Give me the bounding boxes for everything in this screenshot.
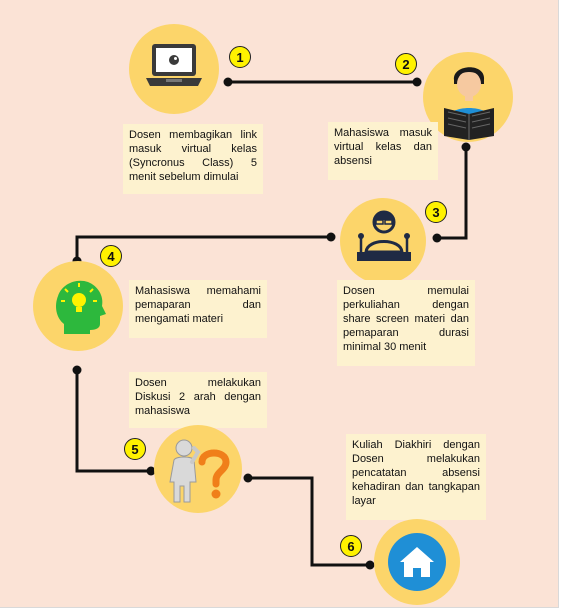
connector-dot (461, 142, 471, 152)
connector-dot (223, 77, 233, 87)
connector-2-3 (437, 147, 468, 240)
step-2-text: Mahasiswa masuk virtual kelas dan absens… (328, 122, 438, 180)
presenter-icon (357, 210, 411, 261)
connector-dot (146, 466, 156, 476)
step-6-text: Kuliah Diakhiri dengan Dosen melakukan p… (346, 434, 486, 520)
connector-dot (326, 232, 336, 242)
laptop-icon (146, 44, 202, 86)
connector-4-5 (75, 370, 151, 473)
step-2-badge: 2 (395, 53, 417, 75)
step-5-text: Dosen melakukan Diskusi 2 arah dengan ma… (129, 372, 267, 428)
page-margin (559, 0, 567, 611)
step-3-badge: 3 (425, 201, 447, 223)
step-5-badge: 5 (124, 438, 146, 460)
connector-5-6 (248, 476, 370, 567)
step-5-circle (154, 425, 242, 513)
home-icon (388, 533, 446, 591)
connector-dot (243, 473, 253, 483)
flow-connectors (72, 77, 471, 570)
step-1-badge: 1 (229, 46, 251, 68)
student-reading-icon (444, 67, 494, 140)
connector-dot (365, 560, 375, 570)
connector-dot (432, 233, 442, 243)
step-4-text: Mahasiswa memahami pemaparan dan mengama… (129, 280, 267, 338)
step-6-badge: 6 (340, 535, 362, 557)
step-3-text: Dosen memulai perkuliahan dengan share s… (337, 280, 475, 366)
step-1-text: Dosen membagikan link masuk virtual kela… (123, 124, 263, 194)
step-4-badge: 4 (100, 245, 122, 267)
connector-3-4 (75, 235, 331, 261)
head-idea-icon (56, 280, 106, 334)
connector-dot (72, 365, 82, 375)
connector-dot (412, 77, 422, 87)
question-person-icon (169, 439, 230, 503)
